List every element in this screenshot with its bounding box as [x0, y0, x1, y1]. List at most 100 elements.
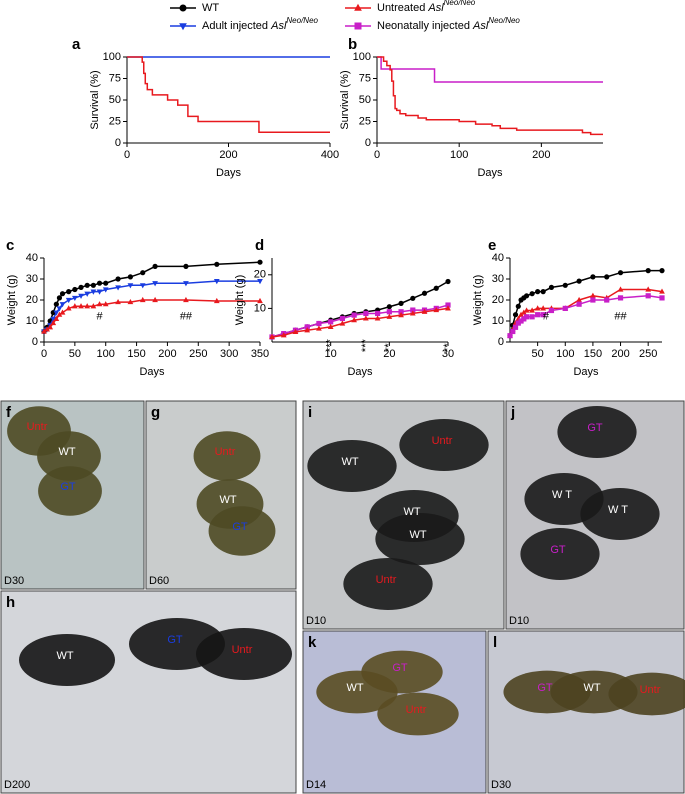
animal [361, 650, 443, 694]
data-point [41, 328, 47, 334]
photo-label: WT [219, 494, 236, 506]
legend-marker [354, 22, 362, 30]
data-point [56, 306, 63, 312]
data-point [152, 296, 158, 303]
data-point [90, 303, 97, 309]
photo-label: GT [550, 544, 566, 556]
data-point [410, 307, 416, 313]
panel-letter: j [510, 404, 515, 421]
animal [37, 431, 101, 481]
data-point [523, 307, 530, 313]
x-tick-label: 100 [556, 348, 574, 360]
photo-label: Untr [376, 574, 397, 586]
y-axis-label: Survival (%) [339, 70, 351, 129]
data-point [213, 279, 220, 285]
data-point [445, 302, 451, 308]
x-axis-label: Days [477, 167, 503, 179]
data-point [50, 316, 57, 323]
data-point [152, 281, 158, 287]
data-point [127, 298, 134, 305]
data-point [65, 297, 72, 304]
data-point [304, 327, 311, 333]
y-tick-label: 50 [359, 94, 371, 106]
photo-label: W T [552, 489, 572, 501]
data-point [96, 280, 103, 286]
legend-marker [179, 4, 187, 12]
photo-day: D30 [4, 575, 24, 587]
data-point [183, 296, 189, 303]
data-point [540, 289, 546, 295]
data-point [56, 311, 63, 317]
y-tick-label: 50 [109, 94, 121, 106]
x-tick-label: 300 [220, 348, 238, 360]
series-line [127, 56, 330, 133]
legend-entry: Untreated AslNeo/Neo [377, 0, 476, 14]
data-point [515, 303, 521, 309]
data-point [96, 301, 103, 307]
data-point [659, 295, 665, 301]
data-point [56, 295, 63, 301]
data-point [548, 284, 555, 290]
data-point [548, 307, 555, 314]
x-tick-label: 10 [325, 348, 337, 360]
data-point [445, 278, 451, 285]
data-point [328, 319, 334, 325]
data-point [53, 301, 59, 307]
data-point [59, 309, 66, 315]
photo-label: Untr [432, 435, 453, 447]
data-point [645, 268, 651, 274]
photo-label: Untr [27, 421, 48, 433]
data-point [590, 292, 596, 298]
legend-sup: Neo/Neo [488, 16, 520, 25]
annotation: ** [442, 343, 454, 352]
data-point [115, 285, 121, 291]
data-point [590, 274, 596, 280]
data-point [53, 310, 60, 316]
photo-label: Untr [215, 446, 236, 458]
data-point [540, 305, 547, 311]
data-point [50, 319, 57, 326]
data-point [433, 285, 439, 291]
data-point [139, 296, 146, 303]
legend-sup: Neo/Neo [286, 16, 318, 25]
panel-letter: e [488, 237, 496, 254]
y-tick-label: 0 [32, 336, 38, 348]
photo-label: WT [341, 456, 358, 468]
data-point [523, 314, 530, 320]
x-axis-label: Days [139, 366, 165, 378]
data-point [214, 261, 220, 267]
y-tick-label: 10 [492, 315, 504, 327]
data-point [510, 328, 516, 335]
photo [0, 590, 297, 794]
x-axis-label: Days [573, 366, 599, 378]
data-point [71, 303, 78, 309]
data-point [327, 323, 334, 329]
animal [343, 558, 433, 610]
data-point [127, 274, 133, 280]
data-point [44, 326, 50, 332]
data-point [280, 332, 287, 338]
legend-gene: Asl [427, 2, 444, 14]
data-point [59, 291, 66, 297]
x-tick-label: 400 [321, 149, 339, 161]
photo-label: WT [346, 682, 363, 694]
data-point [351, 317, 357, 323]
legend-text: WT [202, 2, 219, 14]
data-point [90, 282, 96, 288]
data-point [47, 324, 54, 330]
annotation: *** [325, 339, 337, 353]
photo-label: GT [392, 662, 408, 674]
animal [193, 431, 261, 481]
data-point [617, 270, 624, 276]
x-tick-label: 200 [532, 149, 550, 161]
x-tick-label: 30 [442, 348, 454, 360]
photo-label: Untr [640, 684, 661, 696]
y-tick-label: 25 [109, 115, 121, 127]
animal [377, 692, 459, 736]
photo-label: GT [60, 481, 76, 493]
data-point [139, 283, 146, 289]
data-point [257, 259, 263, 265]
photo-label: Untr [406, 704, 427, 716]
y-tick-label: 30 [492, 273, 504, 285]
data-point [374, 315, 381, 321]
